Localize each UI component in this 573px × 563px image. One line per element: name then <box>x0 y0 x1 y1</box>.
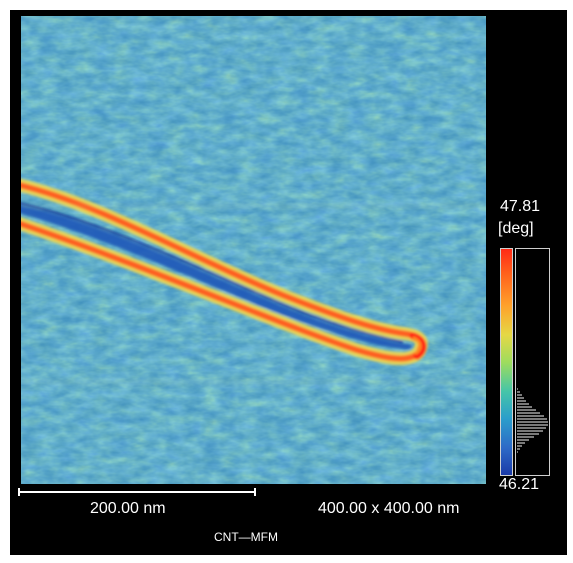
scale-min-label: 46.21 <box>499 476 540 493</box>
carbon-nanotube-feature <box>21 178 428 366</box>
scale-bar-left-tick <box>18 488 20 496</box>
image-caption: CNT—MFM <box>214 530 278 544</box>
scale-bar-line <box>18 491 256 493</box>
phase-histogram <box>515 248 550 476</box>
mfm-phase-image <box>21 16 486 484</box>
scale-bar-label: 200.00 nm <box>90 500 166 517</box>
colorbar <box>500 248 513 476</box>
figure-frame: 47.81 [deg] <box>10 10 567 555</box>
scale-max-label: 47.81 <box>500 198 541 215</box>
scale-bar <box>18 488 256 496</box>
scale-unit-label: [deg] <box>498 220 534 237</box>
scan-size-label: 400.00 x 400.00 nm <box>318 500 460 517</box>
scale-bar-right-tick <box>254 488 256 496</box>
